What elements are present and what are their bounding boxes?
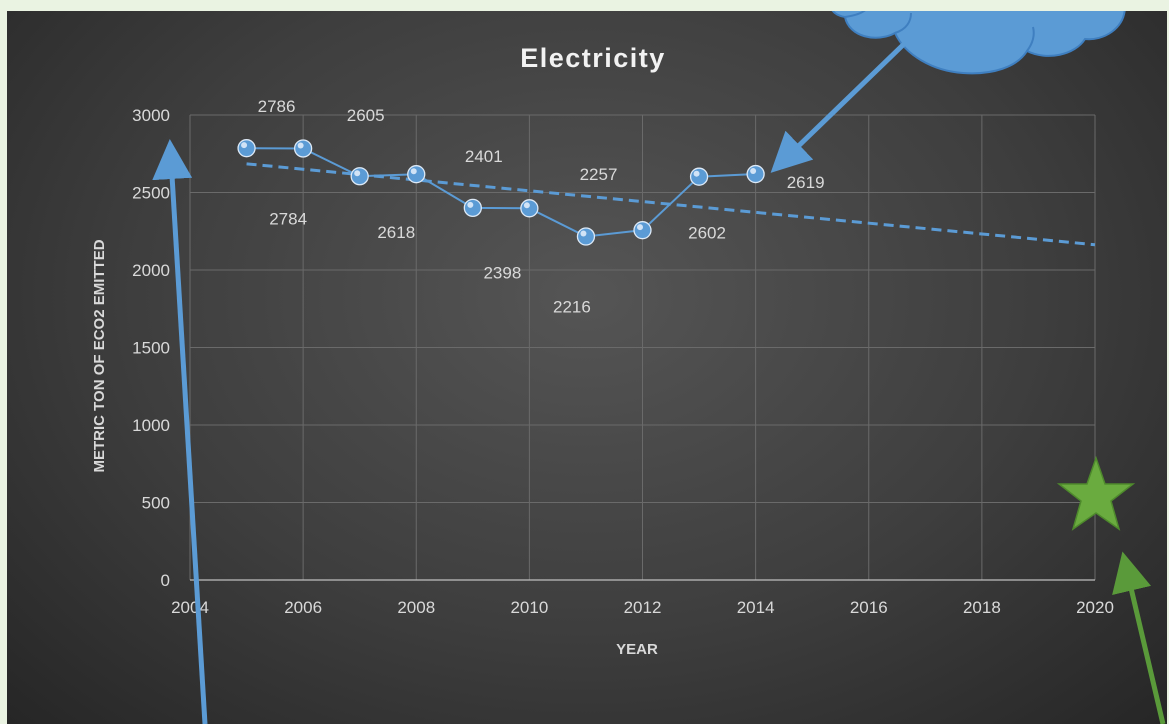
data-point — [689, 167, 709, 186]
data-label: 2401 — [465, 147, 503, 166]
data-point-highlight — [354, 170, 361, 177]
y-tick-label: 3000 — [132, 106, 170, 125]
x-tick-label: 2020 — [1076, 598, 1114, 617]
data-label: 2602 — [688, 224, 726, 243]
data-point-highlight — [523, 202, 530, 209]
trendline — [246, 162, 1096, 247]
x-tick-label: 2010 — [510, 598, 548, 617]
chart-title: Electricity — [520, 43, 666, 73]
data-point — [407, 165, 426, 184]
x-axis-title: YEAR — [616, 641, 658, 658]
x-tick-label: 2008 — [397, 598, 435, 617]
data-label: 2619 — [787, 173, 825, 192]
data-point-highlight — [580, 230, 587, 237]
x-tick-label: 2016 — [850, 598, 888, 617]
trendline-line — [246, 162, 1096, 247]
data-point-highlight — [241, 142, 248, 149]
data-label: 2784 — [269, 209, 307, 228]
x-axis-tick-labels: 2004 2006 2008 2010 2012 2014 2016 2018 2020 — [171, 598, 1114, 617]
data-label: 2618 — [377, 223, 415, 242]
data-point — [633, 221, 652, 240]
y-tick-label: 1000 — [132, 416, 170, 435]
data-point-highlight — [467, 201, 474, 208]
data-label: 2398 — [483, 263, 521, 282]
data-series — [237, 139, 765, 246]
data-label: 2216 — [553, 298, 591, 317]
data-point — [237, 139, 256, 158]
gridlines — [189, 114, 1096, 581]
x-tick-label: 2004 — [171, 598, 209, 617]
chart-frame: Electricity 0 500 1000 1500 2000 2500 3000 200… — [7, 11, 1167, 724]
data-point-highlight — [750, 168, 757, 175]
data-point-highlight — [693, 170, 700, 177]
x-tick-label: 2012 — [624, 598, 662, 617]
series-line — [246, 147, 756, 238]
data-point-highlight — [410, 168, 417, 175]
x-tick-label: 2014 — [737, 598, 775, 617]
data-point — [520, 199, 539, 218]
data-point — [576, 227, 596, 246]
data-point — [463, 198, 482, 217]
data-point — [746, 164, 765, 184]
y-tick-label: 0 — [161, 571, 170, 590]
y-tick-label: 500 — [142, 494, 170, 513]
data-point — [350, 167, 369, 186]
line-chart: Electricity 0 500 1000 1500 2000 2500 3000 200… — [91, 43, 1114, 658]
y-tick-label: 1500 — [132, 339, 170, 358]
y-tick-label: 2500 — [132, 184, 170, 203]
x-tick-label: 2018 — [963, 598, 1001, 617]
data-point — [293, 139, 313, 158]
data-label: 2257 — [580, 165, 618, 184]
data-label: 2786 — [258, 97, 296, 116]
data-point-highlight — [637, 224, 643, 231]
data-label: 2605 — [347, 106, 385, 125]
y-axis-tick-labels: 0 500 1000 1500 2000 2500 3000 — [132, 106, 170, 590]
data-labels: 2786 2784 2605 2618 2401 2398 2216 2257 2602 2619 — [258, 97, 825, 316]
y-axis-title: METRIC TON OF ECO2 EMITTED — [91, 239, 108, 472]
y-tick-label: 2000 — [132, 261, 170, 280]
data-point-highlight — [297, 142, 304, 149]
x-tick-label: 2006 — [284, 598, 322, 617]
